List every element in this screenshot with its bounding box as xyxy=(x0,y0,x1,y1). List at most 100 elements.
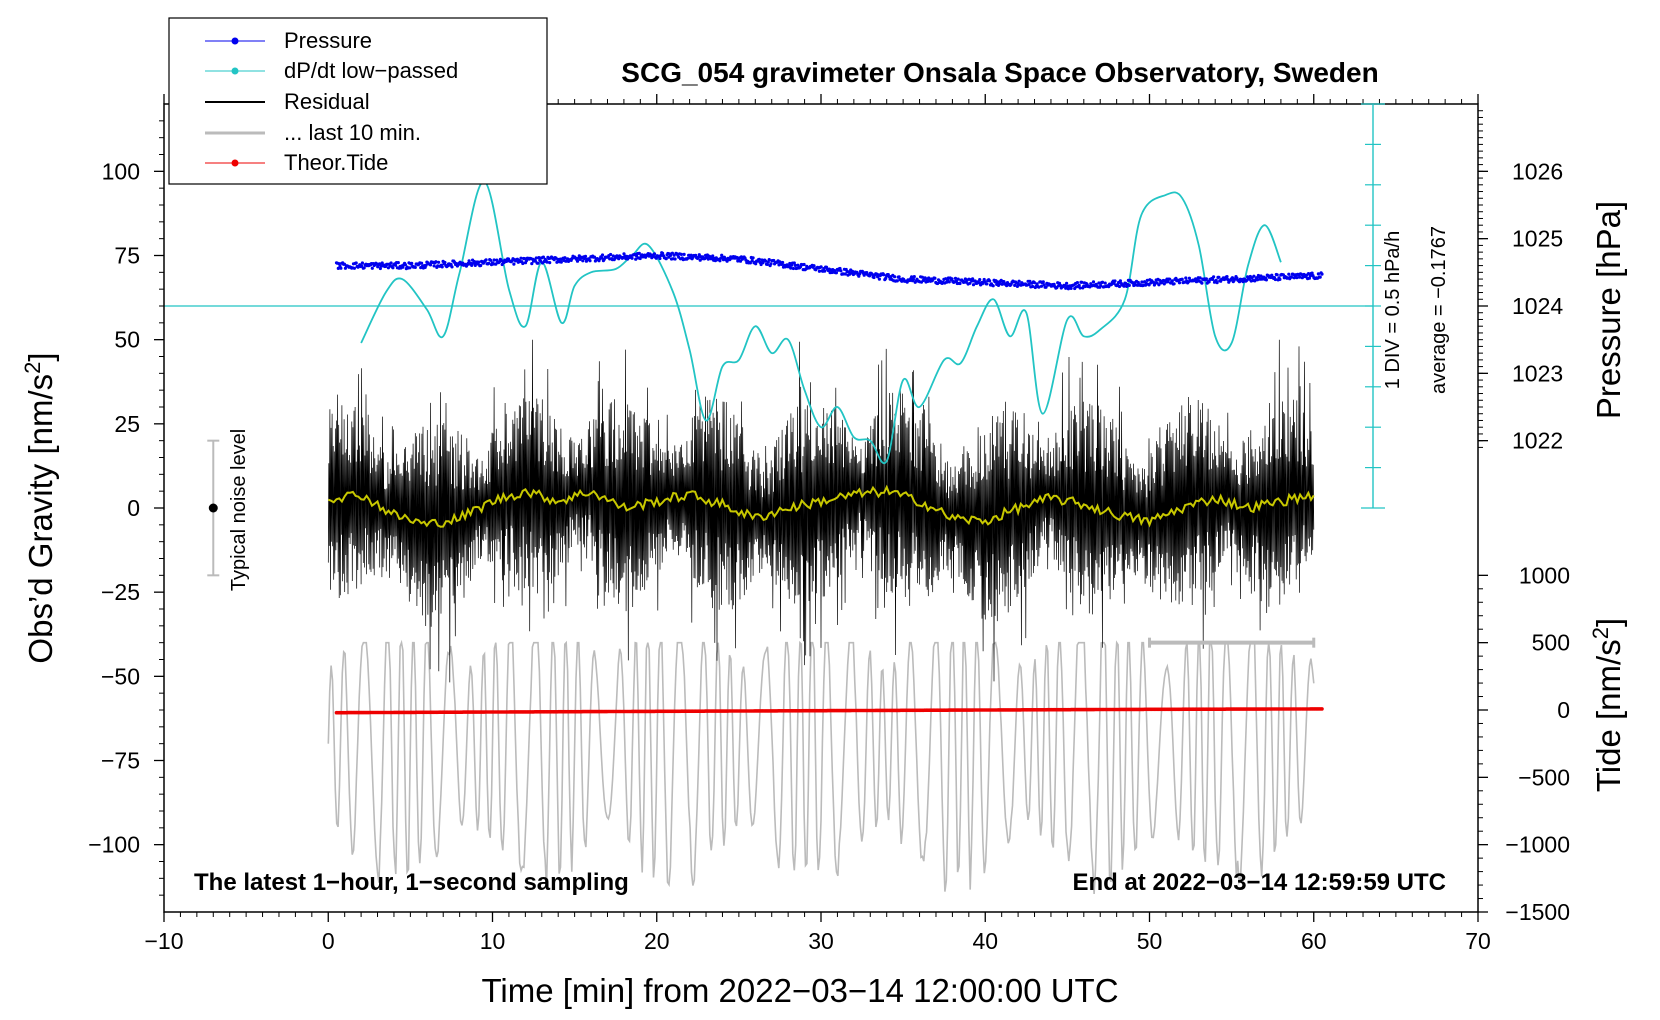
x-axis-title: Time [min] from 2022−03−14 12:00:00 UTC xyxy=(481,972,1118,1009)
legend-marker-dpdt xyxy=(231,67,239,75)
pressure-point xyxy=(519,256,523,260)
tide-point xyxy=(1320,707,1324,711)
legend-marker-tide xyxy=(231,159,239,167)
pressure-point xyxy=(1158,278,1162,282)
pressure-point xyxy=(658,256,662,261)
pressure-point xyxy=(689,253,693,257)
pressure-point xyxy=(1103,281,1107,285)
pressure-point xyxy=(1078,286,1082,290)
pressure-point xyxy=(897,275,901,279)
pressure-point xyxy=(1187,276,1191,280)
pressure-point xyxy=(473,263,477,267)
pressure-point xyxy=(1211,277,1215,281)
series-theor-tide xyxy=(334,707,1324,715)
pressure-point xyxy=(530,262,534,266)
pressure-point xyxy=(982,277,986,282)
pressure-point xyxy=(1075,281,1079,285)
pressure-point xyxy=(1027,282,1031,287)
pressure-point xyxy=(581,259,585,263)
pressure-point xyxy=(823,269,827,273)
pressure-point xyxy=(1318,275,1322,279)
y-tick-label: 25 xyxy=(114,411,140,437)
pressure-point xyxy=(839,269,843,273)
pressure-point xyxy=(336,266,340,270)
pressure-point xyxy=(1252,274,1256,278)
pressure-point xyxy=(588,259,592,263)
pressure-point xyxy=(673,257,677,261)
pressure-point xyxy=(1278,277,1282,281)
legend: Pressure dP/dt low−passed Residual ... l… xyxy=(168,17,548,185)
tide-tick-label: −1000 xyxy=(1505,832,1570,858)
pressure-point xyxy=(1215,281,1219,285)
pressure-point xyxy=(1225,275,1229,279)
pressure-point xyxy=(911,277,916,281)
pressure-point xyxy=(1217,275,1221,279)
pressure-point xyxy=(945,280,949,284)
pressure-point xyxy=(652,252,657,256)
pressure-point xyxy=(563,256,567,260)
pressure-point xyxy=(882,273,886,277)
pressure-point xyxy=(1113,279,1117,283)
pressure-point xyxy=(592,255,597,259)
pressure-point xyxy=(1230,276,1234,280)
pressure-point xyxy=(559,260,563,264)
tide-tick-label: −500 xyxy=(1518,764,1570,790)
y-tick-label: −75 xyxy=(101,748,140,774)
pressure-point xyxy=(575,259,580,263)
pressure-point xyxy=(988,279,992,283)
pressure-point xyxy=(1255,278,1260,282)
y-tick-label: 50 xyxy=(114,327,140,353)
y-tick-label: −25 xyxy=(101,579,140,605)
pressure-point xyxy=(1127,283,1131,287)
y-axis-title-left: Obs’d Gravity [nm/s2] xyxy=(20,352,59,663)
pressure-point xyxy=(1145,278,1149,282)
pressure-point xyxy=(1118,279,1122,283)
pressure-point xyxy=(1198,276,1202,280)
pressure-point xyxy=(968,281,972,285)
pressure-point xyxy=(359,264,364,268)
pressure-point xyxy=(524,259,529,263)
pressure-tick-label: 1025 xyxy=(1512,226,1563,252)
pressure-point xyxy=(403,263,407,267)
pressure-point xyxy=(537,256,541,260)
pressure-point xyxy=(1066,287,1070,291)
pressure-point xyxy=(477,260,481,264)
pressure-point xyxy=(512,262,516,266)
pressure-point xyxy=(956,277,960,281)
tide-tick-label: 0 xyxy=(1557,697,1570,723)
pressure-point xyxy=(1275,273,1279,277)
pressure-point xyxy=(843,272,847,276)
pressure-point xyxy=(1091,280,1096,284)
pressure-point xyxy=(339,266,343,270)
pressure-point xyxy=(1097,281,1101,285)
pressure-point xyxy=(352,266,356,270)
pressure-point xyxy=(337,262,341,266)
pressure-tick-label: 1026 xyxy=(1512,158,1563,184)
pressure-point xyxy=(1100,280,1105,284)
x-tick-label: 30 xyxy=(808,928,834,954)
plot-area xyxy=(164,180,1373,894)
pressure-point xyxy=(1212,275,1216,279)
pressure-point xyxy=(343,266,347,270)
pressure-point xyxy=(950,277,954,281)
pressure-point xyxy=(973,279,977,283)
pressure-point xyxy=(630,256,634,260)
pressure-point xyxy=(434,260,438,264)
pressure-point xyxy=(858,272,862,276)
pressure-point xyxy=(686,256,690,260)
pressure-point xyxy=(1295,276,1299,280)
pressure-point xyxy=(1310,271,1314,275)
pressure-point xyxy=(1080,280,1084,284)
pressure-point xyxy=(1035,282,1039,286)
x-tick-label: −10 xyxy=(144,928,183,954)
pressure-point xyxy=(1166,280,1170,284)
pressure-point xyxy=(432,264,436,268)
pressure-point xyxy=(819,265,823,269)
pressure-point xyxy=(893,275,897,279)
pressure-point xyxy=(1063,283,1067,288)
pressure-point xyxy=(1065,281,1069,285)
pressure-point xyxy=(555,260,559,264)
y-tick-label: −50 xyxy=(101,663,140,689)
pressure-point xyxy=(413,265,417,269)
noise-level-label: Typical noise level xyxy=(228,429,250,591)
